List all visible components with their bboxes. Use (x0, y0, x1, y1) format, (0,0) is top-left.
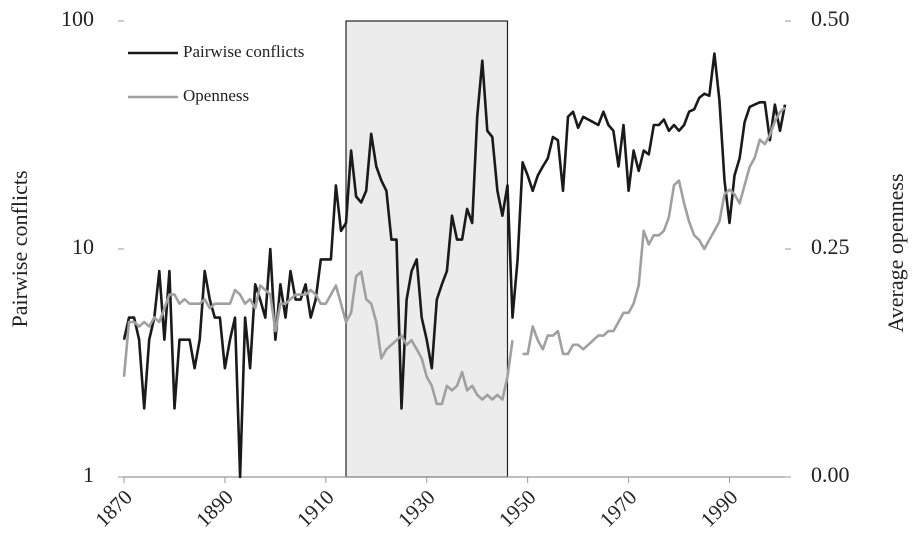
x-tick-label: 1970 (595, 485, 642, 532)
y-tick-label: 100 (61, 6, 94, 31)
legend-label: Pairwise conflicts (183, 42, 304, 61)
x-tick-label: 1890 (191, 485, 238, 532)
y-axis-label: Pairwise conflicts (7, 170, 32, 327)
y2-tick-label: 0.25 (811, 234, 850, 259)
series-line (122, 52, 787, 479)
y2-axis-label: Average openness (883, 173, 908, 332)
legend-label: Openness (183, 86, 249, 105)
x-tick-label: 1910 (292, 485, 339, 532)
y2-tick-label: 0.00 (811, 462, 850, 487)
x-tick-label: 1870 (90, 485, 137, 532)
y-tick-label: 1 (83, 462, 94, 487)
shaded-period (345, 20, 509, 478)
x-tick-label: 1930 (393, 485, 440, 532)
y-tick-label: 10 (72, 234, 94, 259)
x-tick-label: 1950 (494, 485, 541, 532)
y2-tick-label: 0.50 (811, 6, 850, 31)
series-line (122, 106, 786, 406)
x-tick-label: 1990 (696, 485, 743, 532)
